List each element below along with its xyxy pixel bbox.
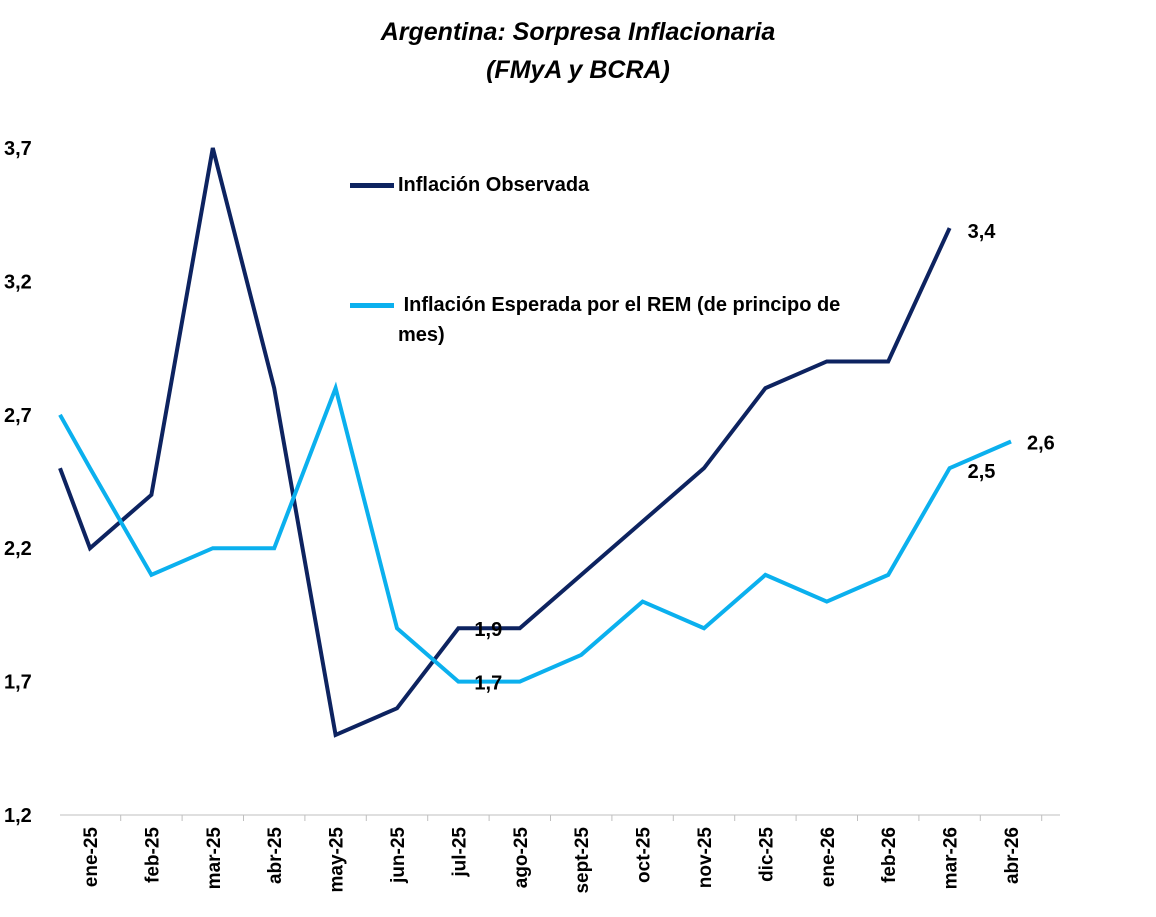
data-label: 2,6 bbox=[1027, 432, 1055, 454]
x-tick-label: may-25 bbox=[327, 827, 348, 893]
legend-item-expected: Inflación Esperada por el REM (de princi… bbox=[350, 290, 890, 350]
y-tick-label: 1,2 bbox=[4, 805, 32, 827]
x-tick-label: ene-25 bbox=[81, 827, 102, 888]
x-tick-label: dic-25 bbox=[756, 827, 777, 882]
chart-title-line2: (FMyA y BCRA) bbox=[486, 56, 670, 84]
x-tick-label: jul-25 bbox=[449, 827, 470, 878]
series-line-1 bbox=[58, 381, 1012, 684]
y-tick-label: 2,7 bbox=[4, 405, 32, 427]
chart-title-line1: Argentina: Sorpresa Inflacionaria bbox=[380, 18, 776, 46]
y-tick-label: 3,7 bbox=[4, 138, 32, 160]
y-tick-label: 2,2 bbox=[4, 538, 32, 560]
x-tick-label: abr-25 bbox=[265, 827, 286, 884]
x-tick-label: oct-25 bbox=[634, 827, 655, 883]
x-tick-label: jun-25 bbox=[388, 827, 409, 884]
x-tick-label: mar-26 bbox=[941, 827, 962, 889]
x-tick-label: abr-26 bbox=[1002, 827, 1023, 884]
x-tick-label: mar-25 bbox=[204, 827, 225, 890]
legend-label-observed: Inflación Observada bbox=[398, 174, 590, 196]
series-line-0 bbox=[58, 147, 952, 738]
x-tick-label: ago-25 bbox=[511, 827, 532, 889]
data-label: 1,9 bbox=[474, 619, 502, 641]
x-tick-label: feb-26 bbox=[879, 827, 900, 883]
legend-swatch-expected bbox=[350, 303, 394, 308]
data-label: 2,5 bbox=[968, 461, 996, 483]
data-label: 1,7 bbox=[474, 673, 502, 695]
y-tick-label: 3,2 bbox=[4, 271, 32, 293]
legend-label-expected: Inflación Esperada por el REM (de princi… bbox=[398, 294, 846, 346]
x-tick-label: ene-26 bbox=[818, 827, 839, 887]
x-tick-label: feb-25 bbox=[142, 827, 163, 883]
legend-item-observed: Inflación Observada bbox=[350, 170, 589, 200]
x-tick-label: nov-25 bbox=[695, 827, 716, 889]
y-tick-label: 1,7 bbox=[4, 672, 32, 694]
legend-swatch-observed bbox=[350, 183, 394, 188]
data-label: 3,4 bbox=[968, 221, 997, 243]
x-tick-label: sept-25 bbox=[572, 827, 593, 894]
